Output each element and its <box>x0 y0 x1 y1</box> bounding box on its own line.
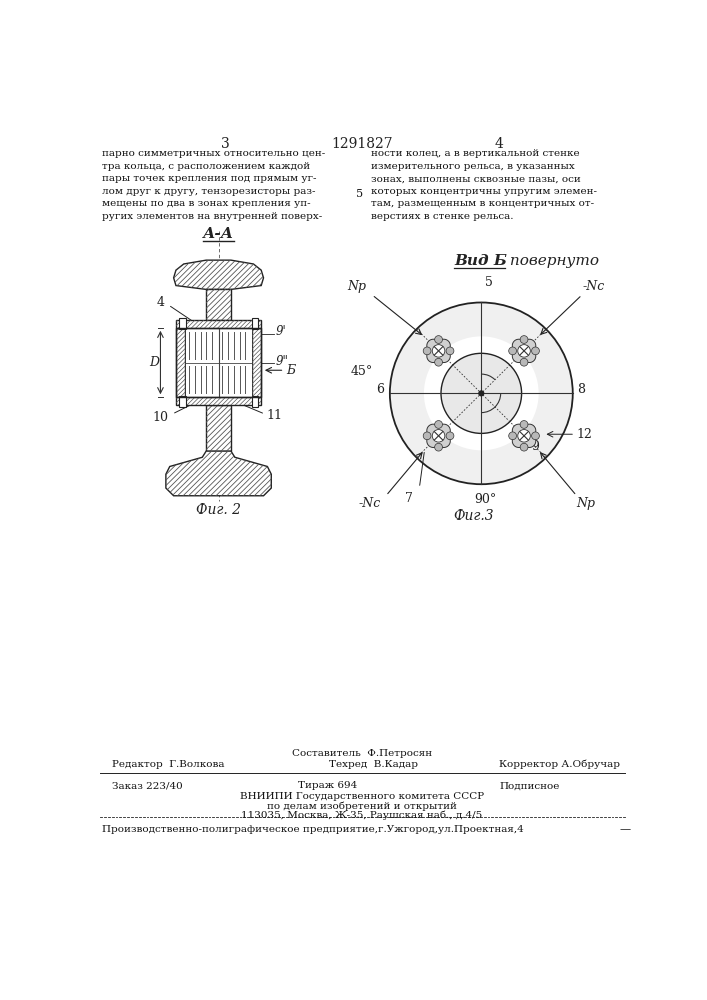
Circle shape <box>424 336 539 450</box>
Polygon shape <box>176 320 261 328</box>
Polygon shape <box>174 260 264 289</box>
Text: 113035, Москва, Ж-35, Раушская наб., д.4/5: 113035, Москва, Ж-35, Раушская наб., д.4… <box>241 811 483 820</box>
Circle shape <box>446 347 454 355</box>
Text: 7: 7 <box>405 492 413 505</box>
Text: Заказ 223/40: Заказ 223/40 <box>112 781 182 790</box>
Text: 1291827: 1291827 <box>331 137 393 151</box>
Circle shape <box>509 432 517 440</box>
Polygon shape <box>176 328 185 397</box>
Text: -Nc: -Nc <box>582 280 604 293</box>
Text: 90°: 90° <box>474 493 496 506</box>
Text: по делам изобретений и открытий: по делам изобретений и открытий <box>267 801 457 811</box>
Text: 9": 9" <box>275 355 288 368</box>
Circle shape <box>520 336 528 343</box>
Circle shape <box>532 347 539 355</box>
Polygon shape <box>176 397 261 405</box>
Circle shape <box>432 345 445 357</box>
Text: 10: 10 <box>153 411 168 424</box>
Polygon shape <box>166 451 271 496</box>
Circle shape <box>509 347 517 355</box>
Circle shape <box>446 432 454 440</box>
Text: 8: 8 <box>577 383 585 396</box>
Text: ВНИИПИ Государственного комитета СССР: ВНИИПИ Государственного комитета СССР <box>240 792 484 801</box>
Text: Фиг. 2: Фиг. 2 <box>196 503 241 517</box>
Polygon shape <box>252 328 261 397</box>
Circle shape <box>478 390 484 396</box>
Circle shape <box>423 432 431 440</box>
Circle shape <box>520 421 528 428</box>
Text: 11: 11 <box>267 409 283 422</box>
Text: Подписное: Подписное <box>499 781 559 790</box>
Circle shape <box>520 358 528 366</box>
Polygon shape <box>179 318 186 329</box>
Circle shape <box>390 302 573 484</box>
Text: Корректор А.Обручар: Корректор А.Обручар <box>499 760 620 769</box>
Text: парно симметричных относительно цен-
тра кольца, с расположением каждой
пары точ: парно симметричных относительно цен- тра… <box>103 149 326 221</box>
Text: 5: 5 <box>356 189 363 199</box>
Text: 4: 4 <box>495 137 503 151</box>
Polygon shape <box>179 396 186 407</box>
Polygon shape <box>513 339 536 363</box>
Bar <box>185 328 252 397</box>
Circle shape <box>441 353 522 433</box>
Text: 5: 5 <box>485 276 493 289</box>
Text: 4: 4 <box>156 296 165 309</box>
Polygon shape <box>427 339 450 363</box>
Circle shape <box>432 430 445 442</box>
Text: 12: 12 <box>577 428 592 441</box>
Text: 3: 3 <box>221 137 230 151</box>
Text: А-А: А-А <box>203 227 234 241</box>
Text: 9: 9 <box>531 440 539 453</box>
Text: —: — <box>619 825 631 835</box>
Circle shape <box>435 358 443 366</box>
Circle shape <box>435 336 443 343</box>
Polygon shape <box>206 289 231 320</box>
Text: Тираж 694: Тираж 694 <box>298 781 357 790</box>
Circle shape <box>532 432 539 440</box>
Bar <box>176 328 261 397</box>
Polygon shape <box>513 424 536 448</box>
Text: Техред  В.Кадар: Техред В.Кадар <box>329 760 418 769</box>
Text: 6: 6 <box>375 383 384 396</box>
Circle shape <box>435 421 443 428</box>
Text: Вид Б: Вид Б <box>454 254 507 268</box>
Circle shape <box>520 443 528 451</box>
Text: Np: Np <box>348 280 367 293</box>
Text: Составитель  Ф.Петросян: Составитель Ф.Петросян <box>292 749 432 758</box>
Text: Производственно-полиграфическое предприятие,г.Ужгород,ул.Проектная,4: Производственно-полиграфическое предприя… <box>103 825 524 834</box>
Polygon shape <box>252 318 259 329</box>
Text: Np: Np <box>577 497 595 510</box>
Polygon shape <box>427 424 450 448</box>
Circle shape <box>518 345 530 357</box>
Circle shape <box>435 443 443 451</box>
Text: Фиг.3: Фиг.3 <box>453 509 494 523</box>
Text: 45°: 45° <box>351 365 373 378</box>
Text: -Nc: -Nc <box>358 497 380 510</box>
Circle shape <box>423 347 431 355</box>
Text: Редактор  Г.Волкова: Редактор Г.Волкова <box>112 760 224 769</box>
Text: повернуто: повернуто <box>505 254 599 268</box>
Polygon shape <box>252 396 259 407</box>
Text: Б: Б <box>286 364 295 377</box>
Text: ности колец, а в вертикальной стенке
измерительного рельса, в указанных
зонах, в: ности колец, а в вертикальной стенке изм… <box>371 149 597 221</box>
Text: D: D <box>149 356 159 369</box>
Circle shape <box>518 430 530 442</box>
Text: 9': 9' <box>275 325 286 338</box>
Polygon shape <box>206 405 231 451</box>
